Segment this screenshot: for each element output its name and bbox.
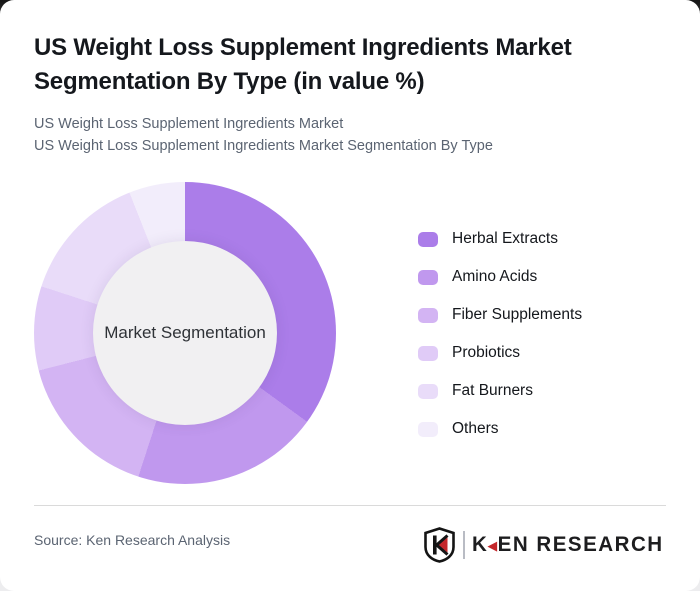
ken-research-logo: K ◀ EN RESEARCH bbox=[424, 527, 668, 563]
legend-swatch-icon bbox=[418, 345, 438, 361]
chart-subtitles: US Weight Loss Supplement Ingredients Ma… bbox=[34, 114, 493, 157]
legend-label: Fiber Supplements bbox=[452, 306, 583, 323]
legend-label: Fat Burners bbox=[452, 382, 533, 399]
legend-swatch-icon bbox=[418, 421, 438, 437]
source-note: Source: Ken Research Analysis bbox=[34, 532, 231, 548]
legend-item-fat-burners: Fat Burners bbox=[418, 372, 582, 410]
legend-swatch-icon bbox=[418, 383, 438, 399]
subtitle-line-2: US Weight Loss Supplement Ingredients Ma… bbox=[34, 137, 493, 154]
legend-item-amino-acids: Amino Acids bbox=[418, 258, 582, 296]
legend-label: Amino Acids bbox=[452, 268, 538, 285]
legend-item-herbal-extracts: Herbal Extracts bbox=[418, 220, 582, 258]
logo-wordmark-rest: EN RESEARCH bbox=[498, 533, 665, 556]
donut-hole: Market Segmentation bbox=[93, 241, 277, 425]
legend-swatch-icon bbox=[418, 269, 438, 285]
logo-red-triangle-icon: ◀ bbox=[487, 537, 500, 553]
legend-label: Herbal Extracts bbox=[452, 230, 558, 247]
legend-item-probiotics: Probiotics bbox=[418, 334, 582, 372]
logo-divider bbox=[463, 531, 466, 559]
legend-swatch-icon bbox=[418, 307, 438, 323]
legend-label: Others bbox=[452, 420, 499, 437]
logo-wordmark: K ◀ EN RESEARCH bbox=[472, 533, 664, 557]
shield-k-icon bbox=[424, 527, 456, 563]
donut-center-label: Market Segmentation bbox=[104, 323, 266, 342]
chart-legend: Herbal Extracts Amino Acids Fiber Supple… bbox=[418, 220, 582, 448]
logo-wordmark-k: K bbox=[472, 533, 489, 556]
donut-chart: Market Segmentation bbox=[34, 182, 336, 484]
subtitle-line-1: US Weight Loss Supplement Ingredients Ma… bbox=[34, 116, 344, 132]
legend-item-others: Others bbox=[418, 410, 582, 448]
footer-divider bbox=[34, 505, 666, 506]
page-title: US Weight Loss Supplement Ingredients Ma… bbox=[34, 34, 572, 95]
legend-label: Probiotics bbox=[452, 344, 521, 361]
legend-swatch-icon bbox=[418, 231, 438, 247]
legend-item-fiber-supplements: Fiber Supplements bbox=[418, 296, 582, 334]
